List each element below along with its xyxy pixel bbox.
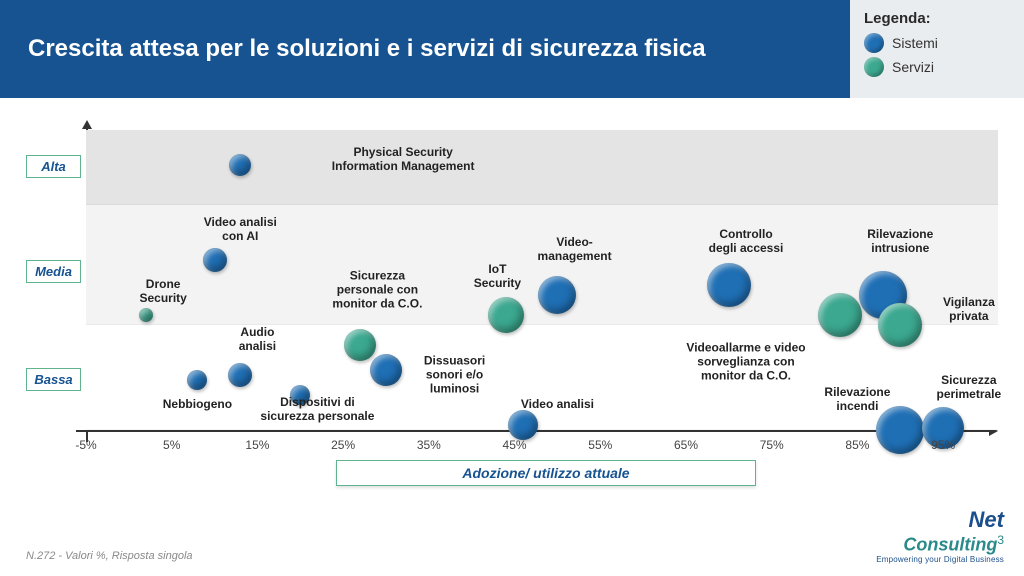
bubble <box>707 263 751 307</box>
page-title: Crescita attesa per le soluzioni e i ser… <box>28 34 706 64</box>
x-tick: 55% <box>588 438 612 452</box>
x-tick: 75% <box>760 438 784 452</box>
bubble <box>878 303 922 347</box>
bubble-label: DroneSecurity <box>139 278 186 306</box>
x-tick: 25% <box>331 438 355 452</box>
bubble-label: Sicurezzapersonale conmonitor da C.O. <box>332 269 422 310</box>
bubble-label: Rilevazioneincendi <box>824 386 890 414</box>
brand-logo: Net Consulting3 Empowering your Digital … <box>876 507 1004 564</box>
bubble-label: Dispositivi disicurezza personale <box>260 396 374 424</box>
bubble <box>508 410 538 440</box>
bubble <box>818 293 862 337</box>
bubble-label: Rilevazioneintrusione <box>867 228 933 256</box>
logo-tagline: Empowering your Digital Business <box>876 555 1004 564</box>
y-band-label: Alta <box>26 155 81 178</box>
legend-swatch <box>864 33 884 53</box>
bubble <box>139 308 153 322</box>
legend-label: Servizi <box>892 59 934 75</box>
bubble <box>229 154 251 176</box>
logo-sup: 3 <box>997 533 1004 547</box>
bubble <box>228 363 252 387</box>
bubble-label: Dissuasorisonori e/oluminosi <box>424 354 485 395</box>
legend-item: Sistemi <box>864 33 1010 53</box>
bubble <box>187 370 207 390</box>
bubble-label: Vigilanzaprivata <box>943 296 995 324</box>
x-tick: 45% <box>503 438 527 452</box>
bubble <box>370 354 402 386</box>
legend-swatch <box>864 57 884 77</box>
bubble-label: Video analisi <box>521 398 594 412</box>
x-tick: 35% <box>417 438 441 452</box>
x-tick: 5% <box>163 438 180 452</box>
legend-title: Legenda: <box>864 10 1010 27</box>
y-band-label: Bassa <box>26 368 81 391</box>
legend-item: Servizi <box>864 57 1010 77</box>
bubble <box>344 329 376 361</box>
legend-panel: Legenda: Sistemi Servizi <box>850 0 1024 98</box>
logo-brand-1: Net <box>969 507 1004 532</box>
bubble-label: Controllodegli accessi <box>709 228 784 256</box>
x-tick: -5% <box>75 438 96 452</box>
bubble-label: IoTSecurity <box>474 263 521 291</box>
x-tick: 65% <box>674 438 698 452</box>
x-tick: 15% <box>245 438 269 452</box>
bubble <box>538 276 576 314</box>
bubble-label: Videoallarme e videosorveglianza conmoni… <box>686 341 805 382</box>
logo-brand-2: Consulting <box>903 534 997 554</box>
bubble-label: Nebbiogeno <box>163 398 232 412</box>
x-tick: 95% <box>931 438 955 452</box>
bubble-label: Video analisicon AI <box>204 216 277 244</box>
bubble-label: Sicurezzaperimetrale <box>936 374 1001 402</box>
title-bar: Crescita attesa per le soluzioni e i ser… <box>0 0 850 98</box>
growth-band-alta <box>86 130 998 205</box>
bubble-chart: Alta Media Bassa Physical SecurityInformat… <box>26 130 998 470</box>
bubble-label: Audioanalisi <box>239 326 276 354</box>
footnote: N.272 - Valori %, Risposta singola <box>26 550 193 562</box>
x-tick: 85% <box>845 438 869 452</box>
y-band-label: Media <box>26 260 81 283</box>
x-axis-title: Adozione/ utilizzo attuale <box>336 460 756 486</box>
legend-label: Sistemi <box>892 35 938 51</box>
growth-band-bassa <box>86 325 998 430</box>
bubble-label: Video-management <box>538 236 612 264</box>
bubble <box>488 297 524 333</box>
bubble <box>203 248 227 272</box>
bubble-label: Physical SecurityInformation Management <box>332 146 475 174</box>
